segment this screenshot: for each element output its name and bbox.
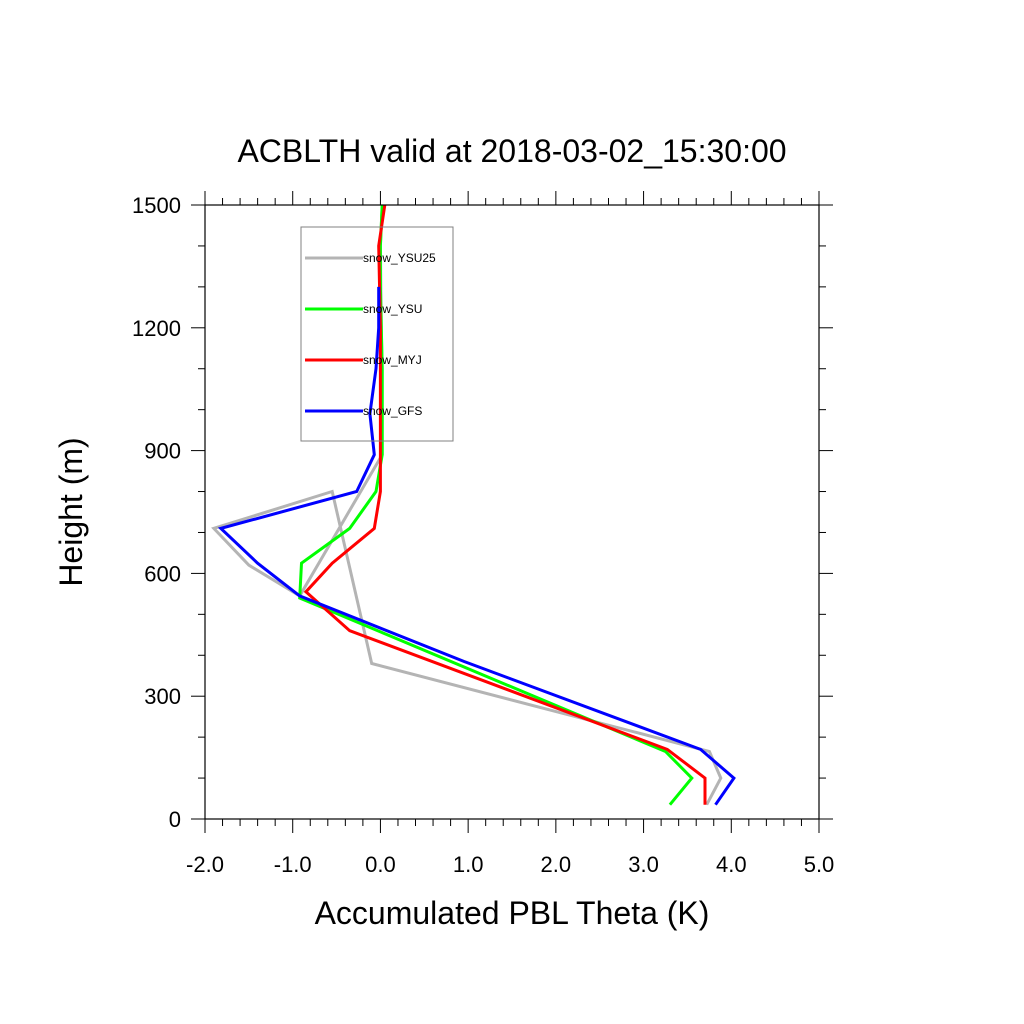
y-tick-label: 1500 [132,193,181,218]
series-line-snow-gfs [217,286,736,806]
legend: snow_YSU25 snow_YSU snow_MYJ snow_GFS [300,226,454,442]
x-tick-label: 0.0 [365,852,396,877]
x-axis-label: Accumulated PBL Theta (K) [315,895,710,931]
x-tick-label: 2.0 [541,852,572,877]
legend-label: snow_GFS [363,404,422,418]
series-layer [211,204,736,806]
x-tick-label: 3.0 [628,852,659,877]
y-tick-label: 900 [144,439,181,464]
x-tick-label: 1.0 [453,852,484,877]
axis-ticks: -2.0 -1.0 0.0 1.0 2.0 3.0 4.0 5.0 0 300 600 900 1200… [132,191,834,877]
legend-label: snow_MYJ [363,353,422,367]
series-line-snow-ysu25 [211,204,723,806]
x-tick-label: -2.0 [186,852,224,877]
y-tick-label: 600 [144,561,181,586]
y-tick-label: 0 [169,807,181,832]
y-axis-label: Height (m) [53,437,89,586]
x-tick-label: -1.0 [274,852,312,877]
legend-box [300,226,454,442]
series-line-snow-ysu [298,204,694,806]
legend-label: snow_YSU25 [363,251,436,265]
x-tick-label: 5.0 [804,852,835,877]
x-tick-label: 4.0 [716,852,747,877]
y-tick-label: 300 [144,684,181,709]
y-tick-label: 1200 [132,316,181,341]
plot-frame [204,204,820,820]
legend-label: snow_YSU [363,302,422,316]
chart-title: ACBLTH valid at 2018-03-02_15:30:00 [237,133,786,169]
